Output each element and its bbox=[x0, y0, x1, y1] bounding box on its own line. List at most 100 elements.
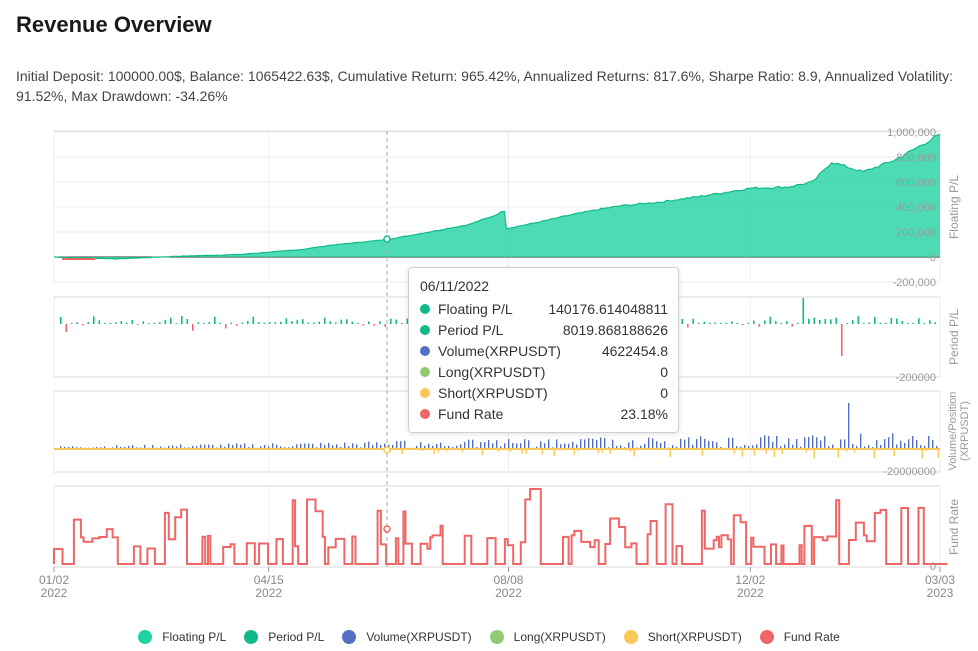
short-bar bbox=[921, 449, 923, 459]
crosshair-marker bbox=[383, 525, 391, 533]
tooltip-row: Short(XRPUSDT) 0 bbox=[420, 382, 668, 403]
period-pl-bar bbox=[824, 319, 827, 324]
volume-bar bbox=[432, 445, 434, 449]
short-bar bbox=[509, 449, 511, 453]
period-pl-bar bbox=[373, 324, 376, 326]
period-pl-bar bbox=[203, 322, 205, 324]
axis-tick-label: -20000000 bbox=[883, 466, 936, 478]
volume-bar bbox=[368, 441, 370, 449]
volume-bar bbox=[864, 446, 866, 449]
chart-tooltip: 06/11/2022 Floating P/L 140176.614048811 P… bbox=[408, 267, 679, 433]
legend-item[interactable]: Short(XRPUSDT) bbox=[623, 630, 742, 644]
revenue-chart[interactable]: 1,000,000 800,000 600,000 400,000 200,000 0 -2… bbox=[0, 0, 978, 630]
legend-item[interactable]: Long(XRPUSDT) bbox=[489, 630, 606, 644]
period-pl-bar bbox=[181, 316, 183, 324]
tooltip-series-name: Short(XRPUSDT) bbox=[438, 384, 548, 401]
volume-bar bbox=[396, 441, 398, 449]
short-bar bbox=[925, 449, 927, 452]
volume-bar bbox=[376, 442, 378, 449]
volume-bar bbox=[472, 439, 474, 449]
volume-bar bbox=[116, 445, 118, 449]
volume-bar bbox=[852, 443, 854, 449]
axis-tick-label: -200000 bbox=[896, 372, 936, 384]
x-tick-label: 03/03 bbox=[925, 573, 955, 587]
y-axis-label: (XRPUSDT) bbox=[959, 401, 971, 461]
legend-label: Long(XRPUSDT) bbox=[513, 630, 606, 644]
volume-bar bbox=[600, 437, 602, 449]
period-pl-bar bbox=[753, 320, 755, 324]
crosshair-marker bbox=[383, 235, 391, 243]
volume-bar bbox=[496, 440, 498, 449]
volume-bar bbox=[384, 443, 386, 449]
volume-bar bbox=[904, 442, 906, 449]
volume-bar bbox=[824, 436, 826, 449]
legend-item[interactable]: Period P/L bbox=[244, 630, 324, 644]
period-pl-bar bbox=[742, 324, 744, 326]
volume-bar bbox=[240, 444, 242, 449]
volume-bar bbox=[664, 441, 666, 449]
volume-bar bbox=[224, 446, 226, 449]
period-pl-bar bbox=[923, 322, 926, 324]
volume-bar bbox=[268, 446, 270, 449]
volume-bar bbox=[356, 444, 358, 449]
period-pl-bar bbox=[379, 321, 381, 324]
period-pl-bar bbox=[230, 322, 233, 324]
legend-label: Volume(XRPUSDT) bbox=[366, 630, 472, 644]
short-bar bbox=[773, 449, 775, 458]
period-pl-bar bbox=[269, 322, 271, 324]
short-bar bbox=[893, 449, 895, 456]
volume-bar bbox=[196, 446, 198, 449]
period-pl-bar bbox=[934, 322, 937, 324]
series-dot-icon bbox=[420, 387, 430, 398]
volume-bar bbox=[796, 438, 798, 449]
y-axis-label: Volume/Position bbox=[947, 392, 959, 471]
period-pl-bar bbox=[280, 321, 282, 324]
volume-bar bbox=[648, 437, 650, 449]
short-bar bbox=[837, 449, 839, 458]
volume-bar bbox=[868, 445, 870, 449]
volume-bar bbox=[308, 443, 310, 449]
x-tick-label: 01/02 bbox=[39, 573, 69, 587]
volume-bar bbox=[144, 444, 146, 449]
volume-bar bbox=[128, 445, 130, 449]
tooltip-series-name: Fund Rate bbox=[438, 405, 504, 422]
legend-item[interactable]: Volume(XRPUSDT) bbox=[342, 630, 472, 644]
period-pl-bar bbox=[153, 322, 156, 324]
legend-item[interactable]: Fund Rate bbox=[759, 630, 840, 644]
series-dot-icon bbox=[420, 366, 430, 377]
volume-bar bbox=[264, 444, 266, 449]
volume-bar bbox=[172, 445, 174, 449]
volume-bar bbox=[336, 444, 338, 449]
volume-bar bbox=[404, 440, 406, 449]
volume-bar bbox=[676, 446, 678, 449]
volume-bar bbox=[312, 443, 314, 449]
period-pl-bar bbox=[186, 319, 189, 324]
volume-bar bbox=[440, 442, 442, 449]
period-pl-bar bbox=[808, 318, 810, 324]
x-tick-label: 2022 bbox=[255, 586, 282, 600]
period-pl-bar bbox=[791, 324, 794, 327]
volume-bar bbox=[208, 444, 210, 449]
period-pl-bar bbox=[241, 322, 244, 324]
period-pl-bar bbox=[219, 322, 222, 324]
volume-bar bbox=[920, 445, 922, 449]
volume-bar bbox=[860, 433, 862, 449]
volume-bar bbox=[700, 436, 702, 449]
short-bar bbox=[609, 449, 611, 454]
period-pl-bar bbox=[764, 320, 766, 324]
volume-bar bbox=[628, 442, 630, 449]
period-pl-bar bbox=[335, 322, 337, 324]
legend-label: Short(XRPUSDT) bbox=[647, 630, 742, 644]
period-pl-bar bbox=[252, 316, 255, 324]
volume-bar bbox=[160, 446, 162, 449]
period-pl-bar bbox=[65, 324, 68, 332]
period-pl-bar bbox=[885, 322, 887, 324]
volume-bar bbox=[168, 445, 170, 449]
volume-bar bbox=[720, 446, 722, 449]
volume-bar bbox=[780, 446, 782, 449]
volume-bar bbox=[344, 442, 346, 449]
volume-bar bbox=[332, 445, 334, 449]
volume-bar bbox=[768, 436, 770, 449]
legend-item[interactable]: Floating P/L bbox=[138, 630, 226, 644]
period-pl-bar bbox=[60, 317, 62, 324]
